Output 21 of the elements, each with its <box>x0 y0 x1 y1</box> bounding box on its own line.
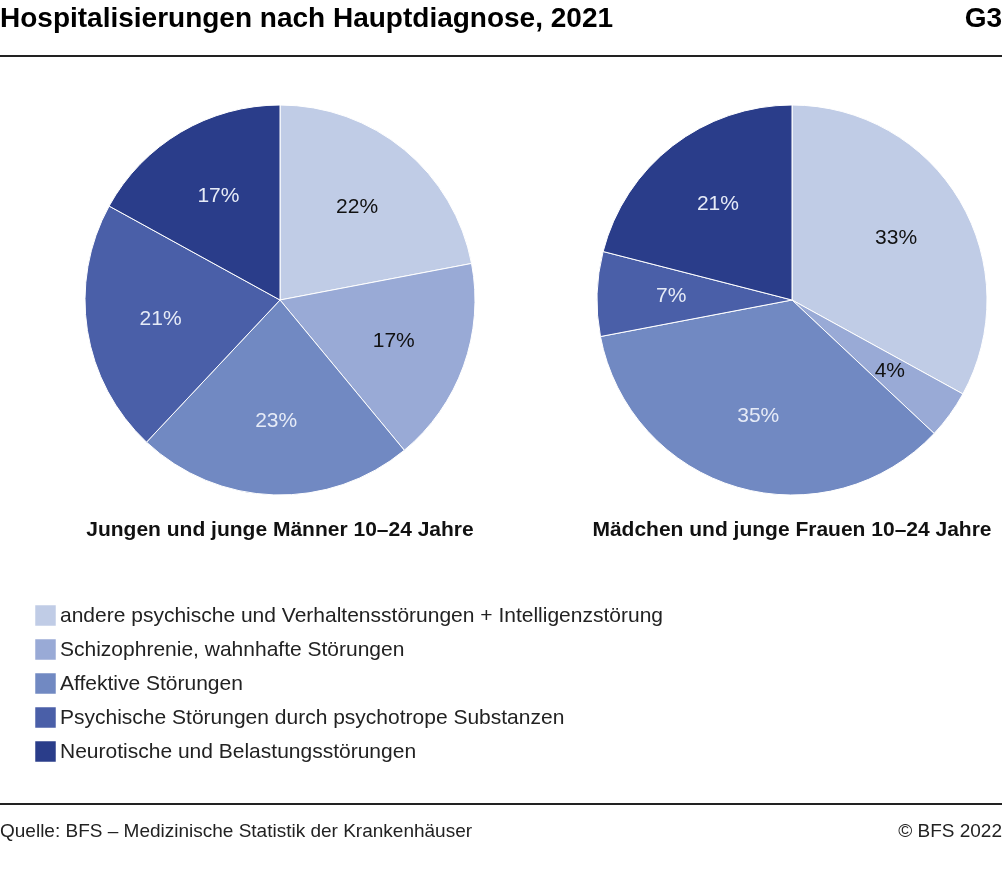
legend-label: Psychische Störungen durch psychotrope Substanzen <box>60 704 565 728</box>
data-label: 21% <box>696 191 739 215</box>
text: © BFS 2022 <box>898 820 1002 842</box>
legend-label: andere psychische und Verhaltensstörungen + Intelligenzstörung <box>60 602 663 626</box>
data-label: 17% <box>372 327 415 351</box>
data-label: 4% <box>874 358 905 382</box>
data-label: 17% <box>197 182 240 206</box>
text: G3 <box>964 2 1002 34</box>
legend-label: Affektive Störungen <box>60 670 243 694</box>
data-label: 22% <box>336 193 379 217</box>
chart-title: Hospitalisierungen nach Hauptdiagnose, 2021 <box>0 2 614 33</box>
source-note: Quelle: BFS – Medizinische Statistik der Krankenhäuser <box>0 820 473 841</box>
legend-label: Neurotische und Belastungsstörungen <box>60 738 417 762</box>
text: Mädchen und junge Frauen 10–24 Jahre <box>592 517 992 540</box>
data-label: 33% <box>875 225 918 249</box>
data-label: 21% <box>139 305 182 329</box>
data-label: 23% <box>255 407 298 431</box>
text: Jungen und junge Männer 10–24 Jahre <box>86 517 474 540</box>
legend-label: Schizophrenie, wahnhafte Störungen <box>60 636 405 660</box>
data-label: 35% <box>737 403 780 427</box>
data-label: 7% <box>655 283 687 307</box>
